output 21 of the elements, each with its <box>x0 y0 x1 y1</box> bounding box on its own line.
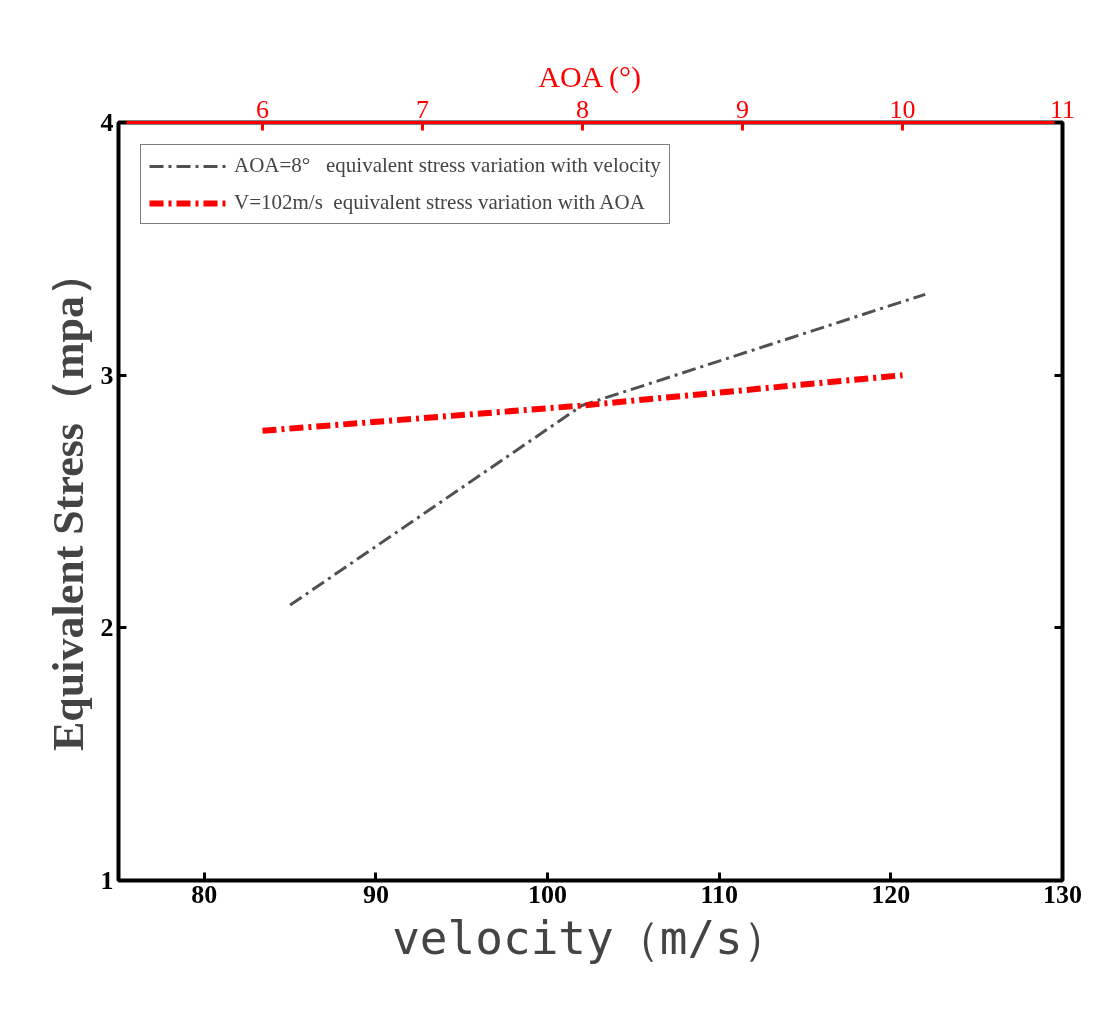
x2-tick-label: 10 <box>889 94 916 124</box>
x-tick-label: 110 <box>700 879 739 909</box>
legend-label: V=102m/s equivalent stress variation with AOA <box>234 190 645 215</box>
y-axis-title: Equivalent Stress（mpa） <box>43 251 93 752</box>
x2-tick-label: 7 <box>416 94 429 124</box>
x2-axis-title: AOA (°) <box>538 59 642 94</box>
x-tick-label: 120 <box>871 879 911 909</box>
x-tick-label: 90 <box>362 879 389 909</box>
x2-tick-label: 8 <box>576 94 589 124</box>
legend-label: AOA=8° equivalent stress variation with velocity <box>234 153 661 178</box>
x2-tick-label: 9 <box>736 94 749 124</box>
y-tick-label: 2 <box>100 613 114 643</box>
x-tick-label: 100 <box>528 879 568 909</box>
x-tick-label: 80 <box>191 879 218 909</box>
y-tick-label: 1 <box>100 866 114 895</box>
y-tick-label: 3 <box>100 360 114 390</box>
x-tick-label: 130 <box>1043 879 1082 909</box>
y-tick-label: 4 <box>100 108 114 137</box>
x-axis-title: velocity（m/s） <box>392 910 789 965</box>
x2-tick-label: 11 <box>1049 94 1076 124</box>
x2-tick-label: 6 <box>256 94 269 124</box>
